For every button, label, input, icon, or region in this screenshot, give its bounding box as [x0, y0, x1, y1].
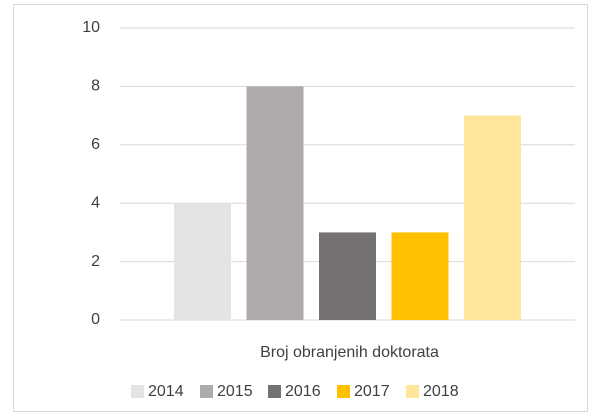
legend-label: 2017 — [354, 383, 390, 400]
y-tick-label: 4 — [91, 194, 100, 211]
bar — [464, 115, 521, 320]
legend-swatch — [337, 385, 350, 398]
y-tick-label: 10 — [82, 19, 100, 36]
x-tick-label: Broj obranjenih doktorata — [260, 344, 439, 361]
legend-swatch — [268, 385, 281, 398]
bar — [246, 86, 304, 321]
legend-swatch — [406, 385, 419, 398]
legend-swatch — [200, 385, 213, 398]
bar — [391, 232, 449, 320]
legend-label: 2018 — [423, 383, 459, 400]
legend-label: 2015 — [217, 383, 253, 400]
bar — [319, 232, 376, 320]
y-tick-label: 2 — [91, 253, 100, 270]
legend-label: 2016 — [285, 383, 321, 400]
bar — [174, 203, 231, 320]
legend-label: 2014 — [148, 383, 184, 400]
y-tick-label: 8 — [91, 78, 100, 95]
y-tick-label: 0 — [91, 311, 100, 328]
y-tick-label: 6 — [91, 136, 100, 153]
legend-swatch — [131, 385, 144, 398]
